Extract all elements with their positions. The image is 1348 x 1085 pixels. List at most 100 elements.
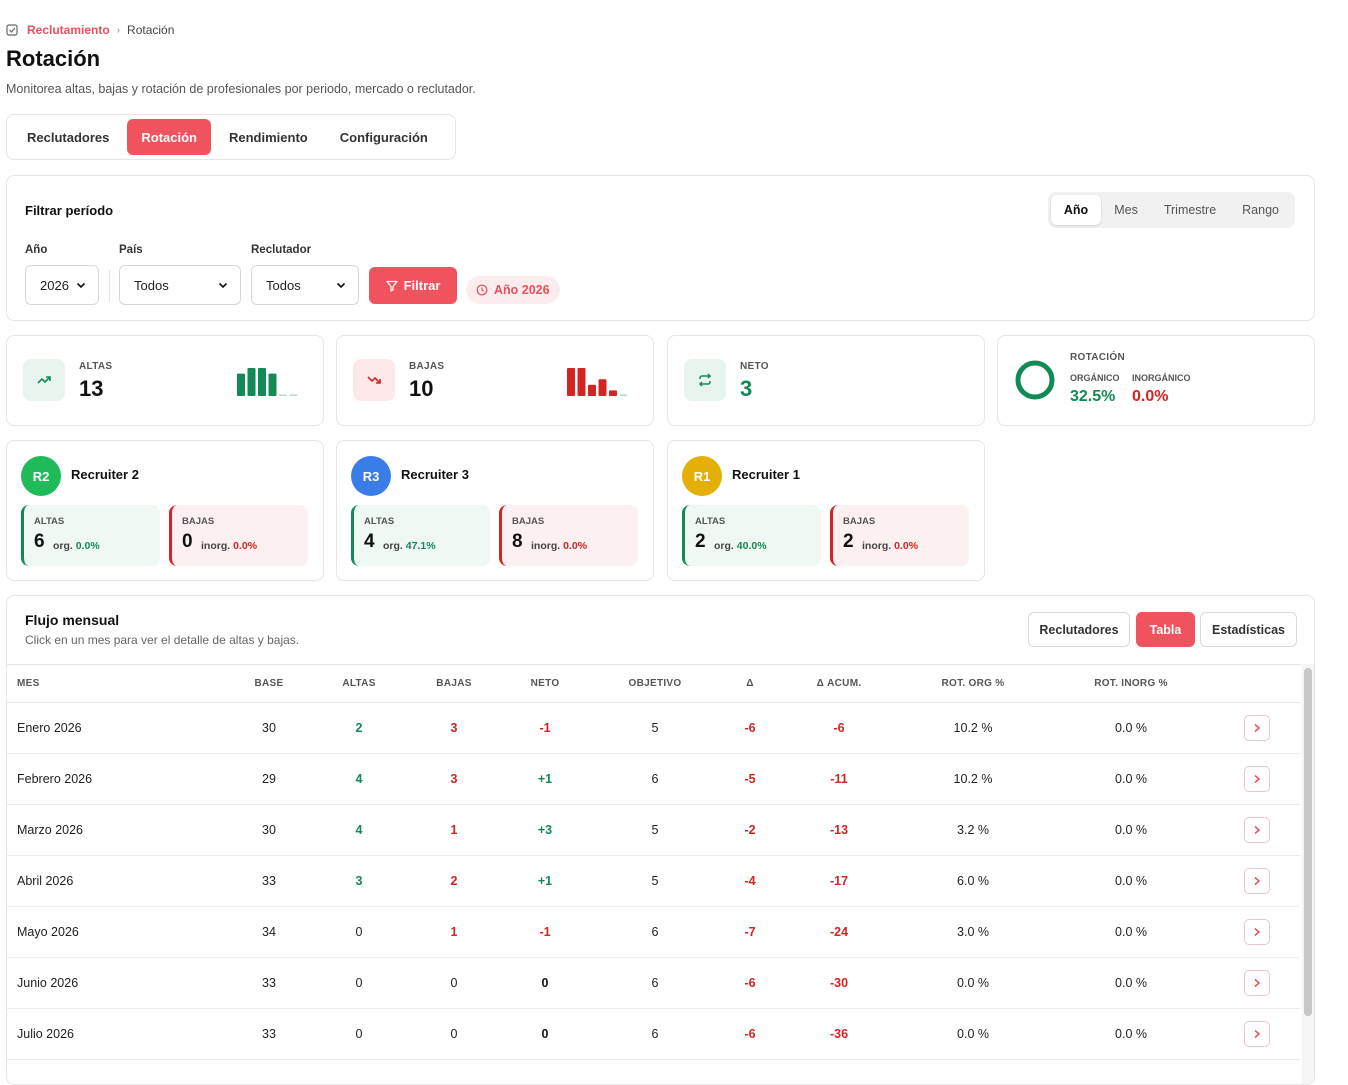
country-select[interactable]: Todos (119, 265, 241, 305)
chevron-right-icon (1254, 825, 1261, 835)
table-row[interactable]: Junio 2026 33 0 0 0 6 -6 -30 0.0 % 0.0 % (7, 958, 1301, 1009)
spark-bar (289, 394, 298, 396)
period-option-rango[interactable]: Rango (1242, 203, 1279, 217)
altas-value: 2 (695, 531, 706, 552)
altas-organic-value: 0.0% (75, 540, 100, 552)
kpi-altas-label: ALTAS (79, 361, 113, 372)
col-altas[interactable]: ALTAS (342, 678, 376, 689)
recruiter-card[interactable]: R2 Recruiter 2 ALTAS 6 org. 0.0% BAJAS 0… (6, 440, 324, 581)
filter-button-label: Filtrar (403, 278, 441, 293)
altas-organic-pct: org. 47.1% (383, 540, 436, 552)
recruiter-altas-box: ALTAS 6 org. 0.0% (21, 505, 160, 566)
col-rot-org[interactable]: ROT. ORG % (941, 678, 1005, 689)
altas-organic-prefix: org. (53, 540, 73, 552)
avatar: R2 (21, 456, 61, 496)
cell-neto: +1 (537, 772, 553, 786)
col-objetivo[interactable]: OBJETIVO (628, 678, 682, 689)
altas-label: ALTAS (695, 516, 726, 527)
table-row[interactable]: Enero 2026 30 2 3 -1 5 -6 -6 10.2 % 0.0 % (7, 703, 1301, 754)
recruiter-card[interactable]: R3 Recruiter 3 ALTAS 4 org. 47.1% BAJAS … (336, 440, 654, 581)
altas-value: 4 (364, 531, 375, 552)
altas-organic-prefix: org. (714, 540, 734, 552)
chevron-right-icon (1254, 978, 1261, 988)
cell-base: 30 (262, 823, 276, 837)
recruiter-name: Recruiter 2 (71, 467, 139, 482)
tab-rendimiento[interactable]: Rendimiento (229, 129, 308, 145)
tab-reclutadores[interactable]: Reclutadores (27, 129, 110, 145)
chevron-down-icon (218, 282, 228, 289)
cell-objetivo: 5 (651, 721, 659, 735)
spark-bar (268, 373, 277, 396)
row-detail-button[interactable] (1244, 766, 1270, 792)
cell-org: 6.0 % (957, 874, 989, 888)
table-row[interactable]: Mayo 2026 34 0 1 -1 6 -7 -24 3.0 % 0.0 % (7, 907, 1301, 958)
col-rot-inorg[interactable]: ROT. INORG % (1094, 678, 1168, 689)
altas-value: 6 (34, 531, 45, 552)
cell-mes: Abril 2026 (17, 874, 74, 888)
bajas-inorganic-pct: inorg. 0.0% (201, 540, 257, 552)
row-detail-button[interactable] (1244, 868, 1270, 894)
view-estadisticas-button[interactable]: Estadísticas (1200, 612, 1297, 647)
cell-acum: -13 (829, 823, 849, 837)
row-detail-button[interactable] (1244, 817, 1270, 843)
bajas-inorganic-prefix: inorg. (531, 540, 561, 552)
tab-rotacion[interactable]: Rotación (127, 119, 211, 155)
cell-inorg: 0.0 % (1115, 721, 1147, 735)
table-row[interactable]: Abril 2026 33 3 2 +1 5 -4 -17 6.0 % 0.0 % (7, 856, 1301, 907)
period-option-mes[interactable]: Mes (1114, 203, 1138, 217)
kpi-bajas-card: BAJAS 10 (336, 335, 654, 426)
kpi-neto-card: NETO 3 (667, 335, 985, 426)
row-detail-button[interactable] (1244, 970, 1270, 996)
view-tabla-button[interactable]: Tabla (1136, 612, 1195, 647)
filter-button[interactable]: Filtrar (369, 267, 457, 304)
row-detail-button[interactable] (1244, 1021, 1270, 1047)
cell-base: 33 (262, 874, 276, 888)
spark-bar (279, 394, 287, 396)
view-reclutadores-button[interactable]: Reclutadores (1028, 612, 1130, 647)
cell-acum: -24 (829, 925, 849, 939)
row-detail-button[interactable] (1244, 715, 1270, 741)
recruiter-select[interactable]: Todos (251, 265, 359, 305)
col-delta[interactable]: Δ (746, 678, 754, 689)
cell-altas: 3 (355, 874, 363, 888)
checkbox-icon (6, 24, 18, 36)
year-select[interactable]: 2026 (25, 265, 99, 305)
table-row[interactable]: Febrero 2026 29 4 3 +1 6 -5 -11 10.2 % 0.0 % (7, 754, 1301, 805)
col-neto[interactable]: NETO (530, 678, 560, 689)
cell-acum: -6 (833, 721, 845, 735)
col-mes[interactable]: MES (17, 678, 40, 689)
table-row[interactable]: Marzo 2026 30 4 1 +3 5 -2 -13 3.2 % 0.0 % (7, 805, 1301, 856)
breadcrumb-section[interactable]: Reclutamiento (27, 23, 110, 37)
breadcrumb-separator-icon: › (116, 24, 121, 36)
recruiter-card[interactable]: R1 Recruiter 1 ALTAS 2 org. 40.0% BAJAS … (667, 440, 985, 581)
cell-mes: Junio 2026 (17, 976, 79, 990)
row-detail-button[interactable] (1244, 919, 1270, 945)
cell-acum: -17 (829, 874, 849, 888)
recruiter-altas-box: ALTAS 2 org. 40.0% (682, 505, 821, 566)
cell-inorg: 0.0 % (1115, 874, 1147, 888)
recruiter-altas-box: ALTAS 4 org. 47.1% (351, 505, 490, 566)
scrollbar-thumb[interactable] (1304, 668, 1312, 1016)
clock-icon (476, 284, 488, 296)
altas-organic-value: 40.0% (736, 540, 767, 552)
cell-neto: +3 (537, 823, 553, 837)
organic-value: 32.5% (1070, 388, 1116, 405)
cell-acum: -30 (829, 976, 849, 990)
cell-altas: 0 (355, 1027, 363, 1041)
col-bajas[interactable]: BAJAS (436, 678, 472, 689)
avatar: R3 (351, 456, 391, 496)
period-option-ano[interactable]: Año (1050, 195, 1102, 225)
cell-delta: -4 (744, 874, 756, 888)
altas-organic-pct: org. 0.0% (53, 540, 100, 552)
col-base[interactable]: BASE (254, 678, 284, 689)
funnel-icon (385, 280, 398, 292)
cell-objetivo: 5 (651, 823, 659, 837)
recruiter-select-value: Todos (266, 277, 301, 293)
col-delta-acum[interactable]: Δ ACUM. (816, 678, 862, 689)
cell-altas: 0 (355, 976, 363, 990)
tab-configuracion[interactable]: Configuración (339, 129, 428, 145)
cell-bajas: 1 (450, 823, 458, 837)
table-row[interactable]: Julio 2026 33 0 0 0 6 -6 -36 0.0 % 0.0 % (7, 1009, 1301, 1060)
cell-altas: 0 (355, 925, 363, 939)
period-option-trimestre[interactable]: Trimestre (1163, 203, 1217, 217)
